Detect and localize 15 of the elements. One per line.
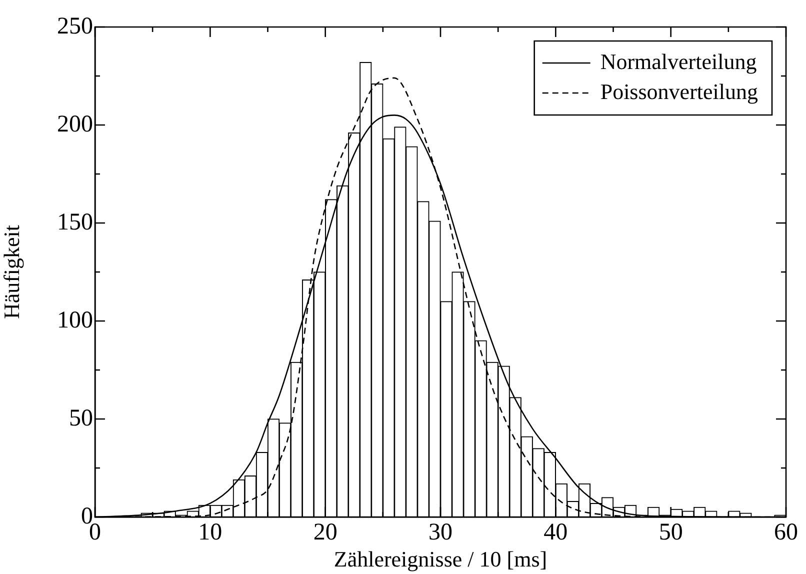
legend-label: Normalverteilung xyxy=(600,48,757,74)
x-tick-label: 10 xyxy=(198,520,222,546)
y-tick-label: 100 xyxy=(57,307,93,334)
x-tick-label: 50 xyxy=(658,520,683,546)
x-tick-label: 40 xyxy=(544,520,568,546)
x-tick-label: 20 xyxy=(313,520,338,546)
x-tick-label: 30 xyxy=(428,520,452,546)
y-tick-label: 150 xyxy=(57,209,93,236)
x-tick-label: 60 xyxy=(774,520,798,546)
y-tick-label: 200 xyxy=(57,111,93,138)
y-axis-title: Häufigkeit xyxy=(0,224,24,320)
y-tick-label: 250 xyxy=(57,13,93,40)
legend-label: Poissonverteilung xyxy=(600,78,758,104)
y-tick-label: 50 xyxy=(69,405,93,432)
x-axis-title: Zählereignisse / 10 [ms] xyxy=(334,546,548,572)
